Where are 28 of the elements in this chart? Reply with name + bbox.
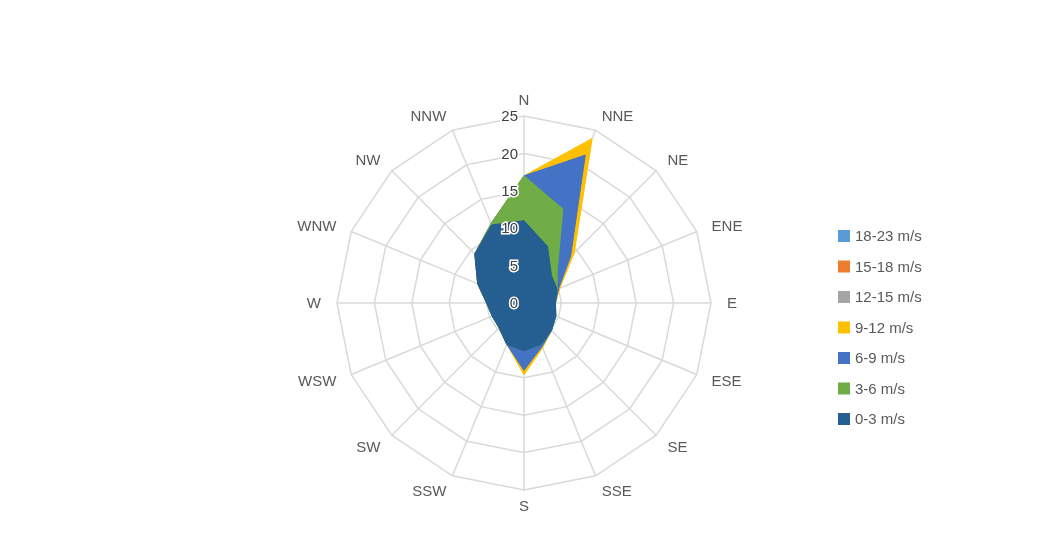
- spoke-label: WNW: [297, 216, 338, 234]
- spoke-label: E: [727, 294, 738, 312]
- spoke-label: WSW: [298, 371, 338, 389]
- y-tick-label: 20: [501, 144, 518, 162]
- spoke-label: NE: [667, 150, 689, 168]
- legend-label: 3-6 m/s: [855, 379, 906, 397]
- spoke-label: ENE: [711, 216, 743, 234]
- spoke-label: NNE: [601, 106, 634, 124]
- legend-label: 18-23 m/s: [855, 227, 922, 245]
- legend-label: 6-9 m/s: [855, 349, 906, 367]
- spoke-label: N: [518, 91, 530, 109]
- spoke-label: SW: [356, 437, 382, 455]
- y-tick-label: 5: [509, 256, 518, 274]
- spoke-label: SSW: [412, 481, 448, 499]
- spoke-label: W: [306, 294, 322, 312]
- spoke-label: SE: [667, 437, 688, 455]
- legend-label: 9-12 m/s: [855, 318, 914, 336]
- spoke-label: NW: [355, 150, 382, 168]
- legend-label: 12-15 m/s: [855, 288, 922, 306]
- legend-label: 0-3 m/s: [855, 410, 906, 428]
- spoke-label: SSE: [601, 481, 632, 499]
- spoke-label: NNW: [410, 106, 448, 124]
- y-tick-label: 10: [501, 219, 518, 237]
- y-tick-label: 25: [501, 107, 518, 125]
- spoke-label: S: [518, 497, 530, 515]
- spoke-label: ESE: [711, 371, 742, 389]
- legend-label: 15-18 m/s: [855, 257, 922, 275]
- y-tick-label: 0: [509, 294, 518, 312]
